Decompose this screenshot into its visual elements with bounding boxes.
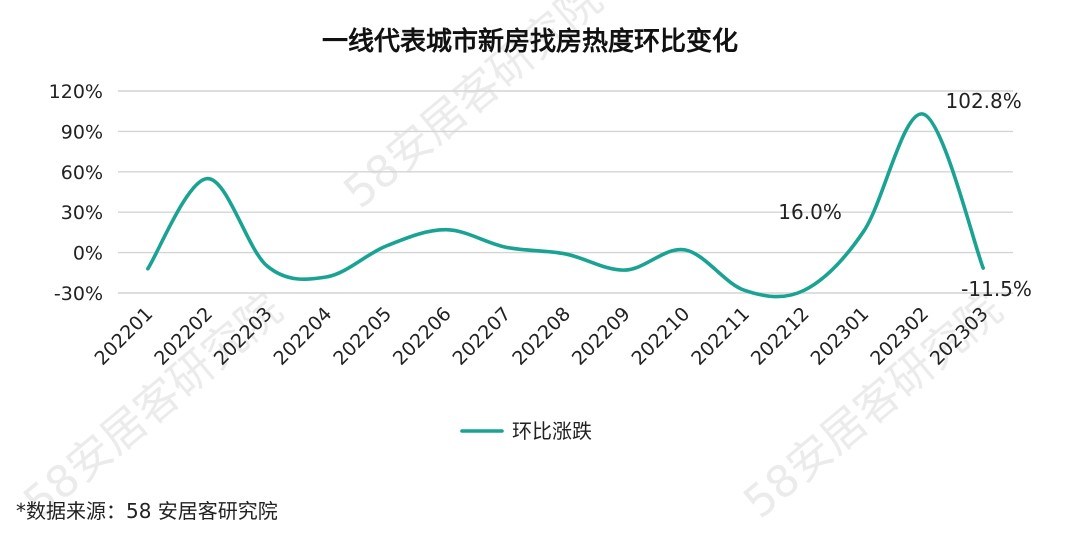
x-tick-label: 202205: [329, 303, 396, 370]
grid-lines: [118, 90, 1013, 294]
x-tick-label: 202212: [747, 303, 814, 370]
legend-label: 环比涨跌: [512, 419, 592, 443]
y-tick-label: -30%: [54, 283, 103, 305]
x-tick-label: 202211: [687, 303, 754, 370]
x-tick-label: 202210: [628, 303, 695, 370]
data-label: 102.8%: [946, 89, 1022, 113]
data-labels: 16.0% 102.8% -11.5%: [778, 89, 1032, 301]
y-tick-label: 120%: [49, 81, 103, 103]
y-tick-label: 60%: [61, 162, 103, 184]
series-layer: [146, 112, 985, 299]
x-tick-label: 202206: [389, 303, 456, 370]
series-line[interactable]: [146, 112, 985, 299]
data-label: -11.5%: [961, 277, 1032, 301]
x-tick-label: 202301: [807, 303, 874, 370]
x-tick-label: 202201: [91, 303, 158, 370]
watermark-layer: 58安居客研究院 58安居客研究院 58安居客研究院: [14, 0, 1012, 528]
x-tick-label: 202207: [449, 303, 516, 370]
y-tick-label: 30%: [61, 202, 103, 224]
chart-title: 一线代表城市新房找房热度环比变化: [322, 26, 738, 57]
data-label: 16.0%: [778, 200, 842, 224]
x-tick-label: 202209: [568, 303, 635, 370]
source-note: *数据来源：58 安居客研究院: [16, 499, 278, 523]
y-tick-label: 0%: [73, 243, 103, 265]
y-tick-label: 90%: [61, 121, 103, 143]
y-axis-ticks: -30% 0% 30% 60% 90% 120%: [49, 81, 103, 305]
legend[interactable]: 环比涨跌: [460, 419, 592, 443]
x-tick-label: 202208: [508, 303, 575, 370]
